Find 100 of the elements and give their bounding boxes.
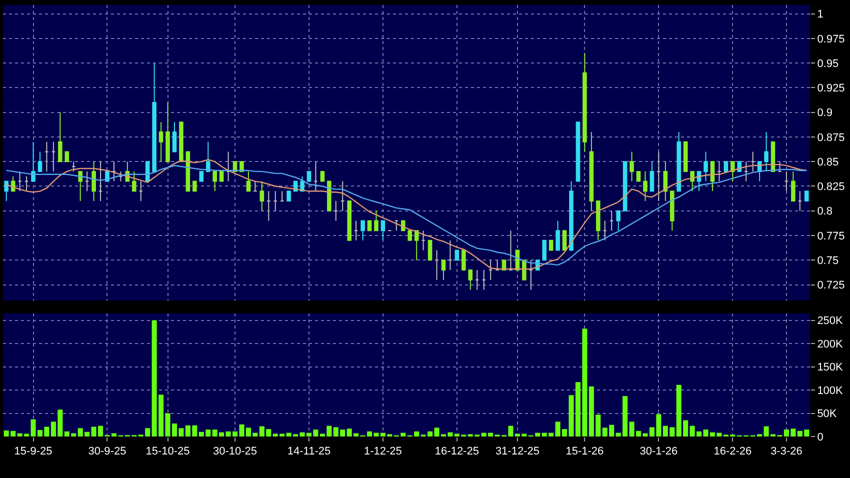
candlestick bbox=[380, 220, 386, 241]
candlestick bbox=[630, 151, 634, 182]
candlestick bbox=[556, 220, 560, 251]
candlestick bbox=[334, 200, 338, 222]
candlestick bbox=[428, 240, 432, 261]
candlestick bbox=[340, 180, 345, 212]
y-tick-label: 200K bbox=[817, 338, 844, 350]
x-tick-label: 16-2-26 bbox=[714, 446, 752, 458]
y-tick-label: 0.775 bbox=[817, 230, 845, 242]
candlestick bbox=[71, 161, 76, 172]
candlestick bbox=[24, 176, 29, 192]
candlestick bbox=[528, 260, 534, 290]
x-tick-label: 30-10-25 bbox=[212, 446, 258, 458]
candlestick bbox=[622, 161, 628, 212]
candlestick bbox=[717, 161, 722, 182]
candlestick bbox=[314, 161, 318, 192]
candlestick bbox=[327, 180, 332, 212]
candlestick bbox=[434, 250, 439, 280]
y-tick-label: 0.925 bbox=[817, 82, 845, 95]
candlestick bbox=[132, 170, 136, 192]
y-tick-label: 100K bbox=[817, 384, 844, 397]
y-tick-label: 1 bbox=[817, 8, 824, 21]
candlestick bbox=[206, 141, 210, 172]
candlestick bbox=[609, 210, 614, 232]
candlestick bbox=[158, 122, 164, 162]
candlestick bbox=[602, 220, 608, 241]
x-tick-label: 30-1-26 bbox=[640, 446, 678, 458]
candlestick bbox=[421, 230, 426, 251]
candlestick bbox=[152, 62, 156, 172]
candlestick bbox=[764, 132, 768, 172]
candlestick bbox=[367, 220, 372, 232]
candlestick bbox=[542, 240, 547, 261]
candlestick bbox=[724, 161, 728, 172]
candlestick bbox=[730, 161, 735, 182]
y-tick-label: 0.85 bbox=[817, 156, 839, 168]
y-tick-label: 0.9 bbox=[817, 107, 832, 120]
candlestick bbox=[704, 151, 708, 182]
candlestick bbox=[31, 141, 36, 182]
y-tick-label: 0.95 bbox=[817, 58, 839, 70]
x-tick-label: 3-3-26 bbox=[770, 446, 802, 458]
candlestick bbox=[44, 141, 49, 172]
candlestick bbox=[569, 180, 574, 251]
candlestick bbox=[778, 161, 782, 172]
candlestick bbox=[286, 190, 291, 202]
candlestick bbox=[58, 112, 62, 162]
x-tick-label: 15-1-26 bbox=[566, 446, 604, 458]
candlestick bbox=[166, 102, 170, 162]
candlestick bbox=[690, 170, 694, 192]
candlestick bbox=[78, 170, 82, 202]
candlestick bbox=[414, 230, 419, 261]
candlestick bbox=[347, 200, 352, 241]
candlestick bbox=[784, 170, 789, 192]
x-tick-label: 31-12-25 bbox=[495, 446, 540, 458]
candlestick bbox=[360, 220, 365, 241]
candlestick bbox=[273, 190, 278, 212]
y-tick-label: 150K bbox=[817, 362, 844, 374]
candlestick bbox=[18, 170, 22, 192]
candlestick bbox=[798, 190, 802, 212]
candlestick bbox=[138, 180, 144, 202]
candlestick bbox=[596, 200, 600, 241]
candlestick bbox=[219, 170, 224, 182]
candlestick bbox=[253, 180, 258, 192]
candlestick bbox=[320, 170, 325, 182]
candlestick bbox=[441, 260, 446, 280]
candlestick bbox=[576, 122, 580, 182]
candlestick bbox=[92, 161, 96, 202]
candlestick bbox=[562, 230, 567, 251]
candlestick bbox=[4, 180, 9, 202]
candlestick bbox=[650, 161, 654, 192]
candlestick bbox=[804, 190, 809, 202]
y-tick-label: 0 bbox=[817, 431, 824, 444]
candlestick bbox=[750, 151, 755, 172]
candlestick bbox=[266, 190, 271, 222]
candlestick bbox=[676, 132, 682, 192]
candlestick bbox=[643, 170, 648, 202]
candlestick bbox=[179, 122, 184, 162]
y-tick-label: 0.8 bbox=[817, 206, 832, 218]
candlestick bbox=[246, 170, 251, 192]
candlestick bbox=[306, 170, 312, 182]
candlestick bbox=[468, 269, 473, 290]
y-tick-label: 0.725 bbox=[817, 280, 845, 292]
candlestick bbox=[199, 170, 204, 182]
candlestick bbox=[656, 151, 661, 202]
candlestick bbox=[226, 151, 230, 182]
candlestick bbox=[589, 132, 594, 212]
x-tick-label: 15-10-25 bbox=[146, 446, 190, 458]
candlestick bbox=[38, 151, 42, 172]
candlestick bbox=[670, 190, 674, 232]
candlestick bbox=[616, 210, 620, 232]
candlestick bbox=[84, 170, 90, 192]
y-tick-label: 0.75 bbox=[817, 254, 839, 267]
candlestick bbox=[212, 170, 217, 192]
y-tick-label: 0.825 bbox=[817, 181, 845, 194]
candlestick bbox=[744, 161, 748, 182]
candlestick bbox=[548, 240, 554, 251]
y-tick-label: 0.875 bbox=[817, 132, 845, 144]
candlestick bbox=[710, 161, 715, 192]
candlestick bbox=[495, 260, 500, 270]
candlestick bbox=[374, 210, 378, 232]
x-tick-label: 1-12-25 bbox=[364, 446, 402, 458]
